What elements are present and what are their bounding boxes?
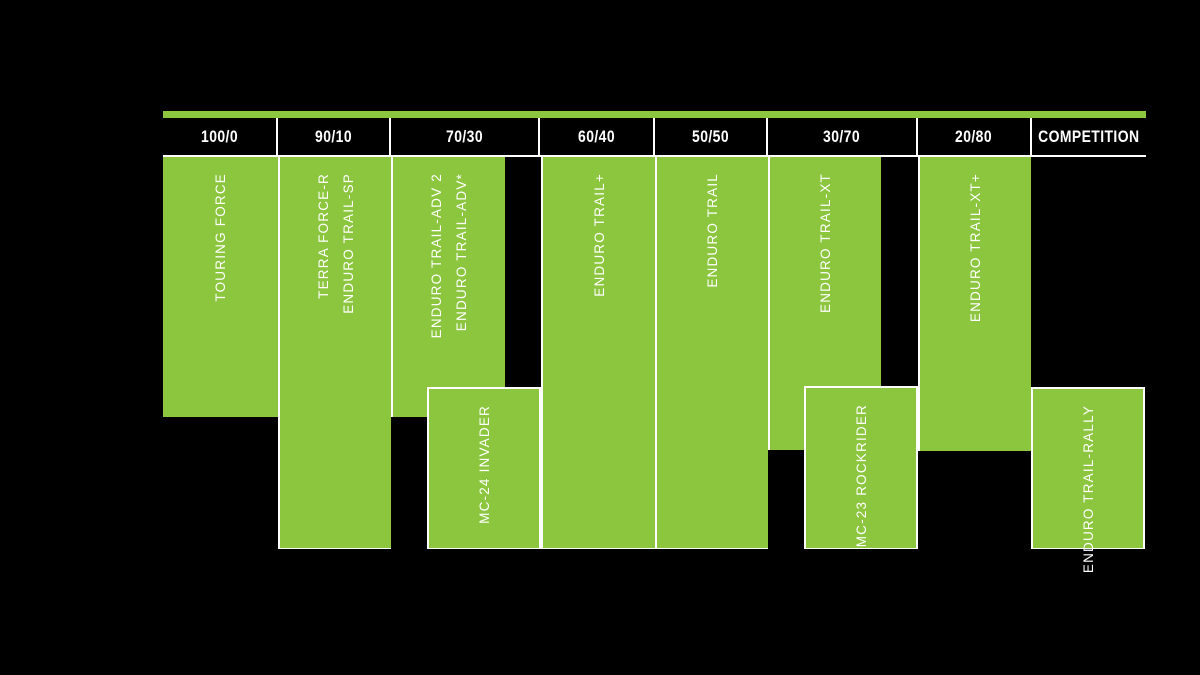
header-label: 70/30 bbox=[446, 126, 483, 146]
header-cell-20-80: 20/80 bbox=[918, 118, 1032, 155]
header-label: COMPETITION bbox=[1038, 126, 1140, 146]
header-cell-100-0: 100/0 bbox=[163, 118, 278, 155]
bar-label: MC-23 ROCKRIDER bbox=[806, 404, 916, 547]
bar-label-line: ENDURO TRAIL-ADV 2 bbox=[429, 173, 444, 339]
bar-label-line: ENDURO TRAIL-ADV* bbox=[454, 173, 469, 332]
bar-label: ENDURO TRAIL-ADV 2 ENDURO TRAIL-ADV* bbox=[393, 173, 505, 338]
header-label: 90/10 bbox=[315, 126, 352, 146]
header-cell-70-30: 70/30 bbox=[391, 118, 540, 155]
bar-terra-force-r-enduro-trail-sp: TERRA FORCE-R ENDURO TRAIL-SP bbox=[278, 157, 391, 549]
category-header-row: 100/0 90/10 70/30 60/40 50/50 30/70 20/8… bbox=[163, 118, 1146, 155]
bar-label: MC-24 INVADER bbox=[429, 405, 539, 524]
bar-label: ENDURO TRAIL-RALLY bbox=[1033, 405, 1143, 573]
header-label: 100/0 bbox=[201, 126, 238, 146]
bar-touring-force: TOURING FORCE bbox=[163, 157, 278, 417]
header-label: 60/40 bbox=[578, 126, 615, 146]
bar-label: TOURING FORCE bbox=[163, 173, 278, 302]
header-cell-50-50: 50/50 bbox=[655, 118, 768, 155]
header-label: 20/80 bbox=[955, 126, 993, 146]
bar-enduro-trail-rally: ENDURO TRAIL-RALLY bbox=[1031, 387, 1145, 573]
bar-enduro-trail-xt-plus: ENDURO TRAIL-XT+ bbox=[918, 157, 1031, 451]
bar-label-line: ENDURO TRAIL-XT+ bbox=[968, 173, 983, 323]
bar-label-line: ENDURO TRAIL-RALLY bbox=[1080, 405, 1096, 574]
bar-mc-23-rockrider: MC-23 ROCKRIDER bbox=[804, 386, 918, 549]
bar-label-line: ENDURO TRAIL bbox=[705, 173, 720, 288]
header-cell-90-10: 90/10 bbox=[278, 118, 391, 155]
bar-enduro-trail: ENDURO TRAIL bbox=[655, 157, 768, 549]
bar-enduro-trail-plus: ENDURO TRAIL+ bbox=[541, 157, 655, 549]
bar-mc-24-invader: MC-24 INVADER bbox=[427, 387, 541, 549]
header-cell-30-70: 30/70 bbox=[768, 118, 918, 155]
bar-label-line: ENDURO TRAIL+ bbox=[591, 173, 607, 297]
bar-label-line: TERRA FORCE-R bbox=[315, 173, 331, 299]
bar-label: ENDURO TRAIL-XT+ bbox=[920, 173, 1031, 322]
header-cell-competition: COMPETITION bbox=[1032, 118, 1146, 155]
bar-label-line: ENDURO TRAIL-XT bbox=[818, 173, 833, 314]
bar-label-line: MC-23 ROCKRIDER bbox=[853, 404, 869, 548]
bar-enduro-trail-adv: ENDURO TRAIL-ADV 2 ENDURO TRAIL-ADV* bbox=[391, 157, 505, 417]
header-label: 50/50 bbox=[692, 126, 729, 146]
bar-label: ENDURO TRAIL-XT bbox=[770, 173, 881, 313]
bar-label: TERRA FORCE-R ENDURO TRAIL-SP bbox=[280, 173, 391, 314]
header-label: 30/70 bbox=[823, 126, 861, 146]
header-accent-rule bbox=[163, 111, 1146, 118]
bar-label: ENDURO TRAIL+ bbox=[543, 173, 655, 297]
bar-label-line: MC-24 INVADER bbox=[476, 405, 492, 524]
bar-label: ENDURO TRAIL bbox=[657, 173, 768, 288]
header-cell-60-40: 60/40 bbox=[540, 118, 655, 155]
bar-label-line: ENDURO TRAIL-SP bbox=[340, 173, 356, 314]
header-underline bbox=[163, 155, 1146, 157]
bar-label-line: TOURING FORCE bbox=[213, 173, 228, 302]
